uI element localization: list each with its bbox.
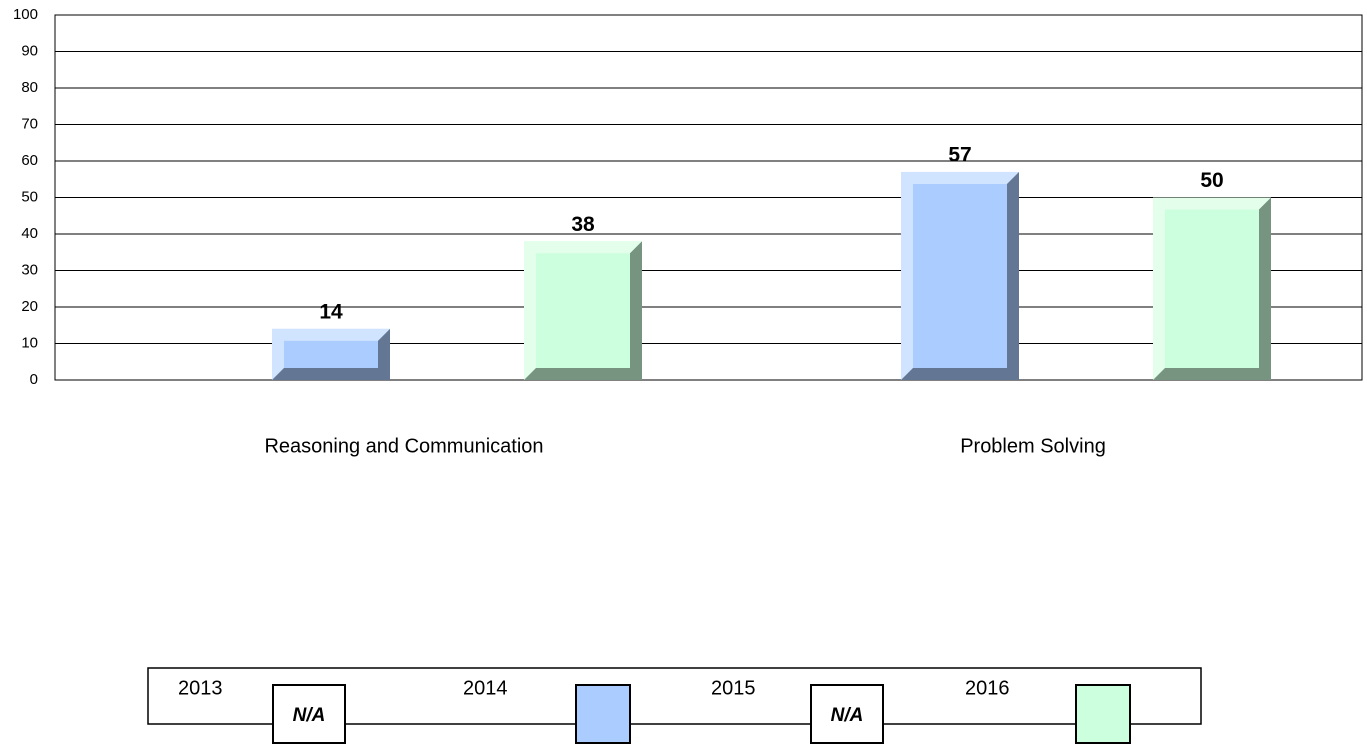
y-tick-label: 70 xyxy=(21,115,38,132)
y-tick-label: 0 xyxy=(30,371,38,388)
value-label: 50 xyxy=(1200,169,1223,192)
x-tick-label: Reasoning and Communication xyxy=(264,435,543,457)
bar xyxy=(524,241,642,380)
y-tick-label: 10 xyxy=(21,334,38,351)
value-label: 38 xyxy=(571,213,595,236)
bar-bevel-dark xyxy=(524,241,642,380)
y-tick-label: 50 xyxy=(21,188,38,205)
y-tick-label: 90 xyxy=(21,42,38,59)
bar-bevel-light xyxy=(901,171,1019,380)
legend-swatch xyxy=(575,684,631,744)
bar xyxy=(1153,197,1271,380)
legend-label: 2016 xyxy=(965,677,1010,699)
y-tick-label: 100 xyxy=(13,6,38,23)
value-label: 14 xyxy=(319,300,343,323)
y-tick-label: 40 xyxy=(21,225,38,242)
bar xyxy=(901,171,1019,380)
legend-swatch xyxy=(1075,684,1131,744)
bar-bevel-dark xyxy=(1153,197,1271,380)
legend-swatch-label: N/A xyxy=(293,705,326,726)
y-tick-label: 20 xyxy=(21,298,38,315)
y-tick-label: 60 xyxy=(21,152,38,169)
legend-swatch xyxy=(272,684,346,744)
legend-swatch-label: N/A xyxy=(831,705,864,726)
y-tick-label: 80 xyxy=(21,79,38,96)
x-tick-label: Problem Solving xyxy=(960,435,1106,457)
value-label: 57 xyxy=(948,143,971,166)
legend-label: 2015 xyxy=(711,677,756,699)
legend-label: 2013 xyxy=(178,677,223,699)
y-tick-label: 30 xyxy=(21,261,38,278)
bar-group xyxy=(272,328,390,380)
bar-bevel-light xyxy=(272,328,390,380)
bar-bevel-light xyxy=(524,241,642,380)
bar-bevel-dark xyxy=(901,171,1019,380)
bar-bevel-dark xyxy=(272,328,390,380)
bar-group xyxy=(524,241,642,380)
legend-swatch xyxy=(810,684,884,744)
bar-bevel-light xyxy=(1153,197,1271,380)
bar-group xyxy=(901,171,1019,380)
legend-label: 2014 xyxy=(463,677,508,699)
bar-group xyxy=(1153,197,1271,380)
